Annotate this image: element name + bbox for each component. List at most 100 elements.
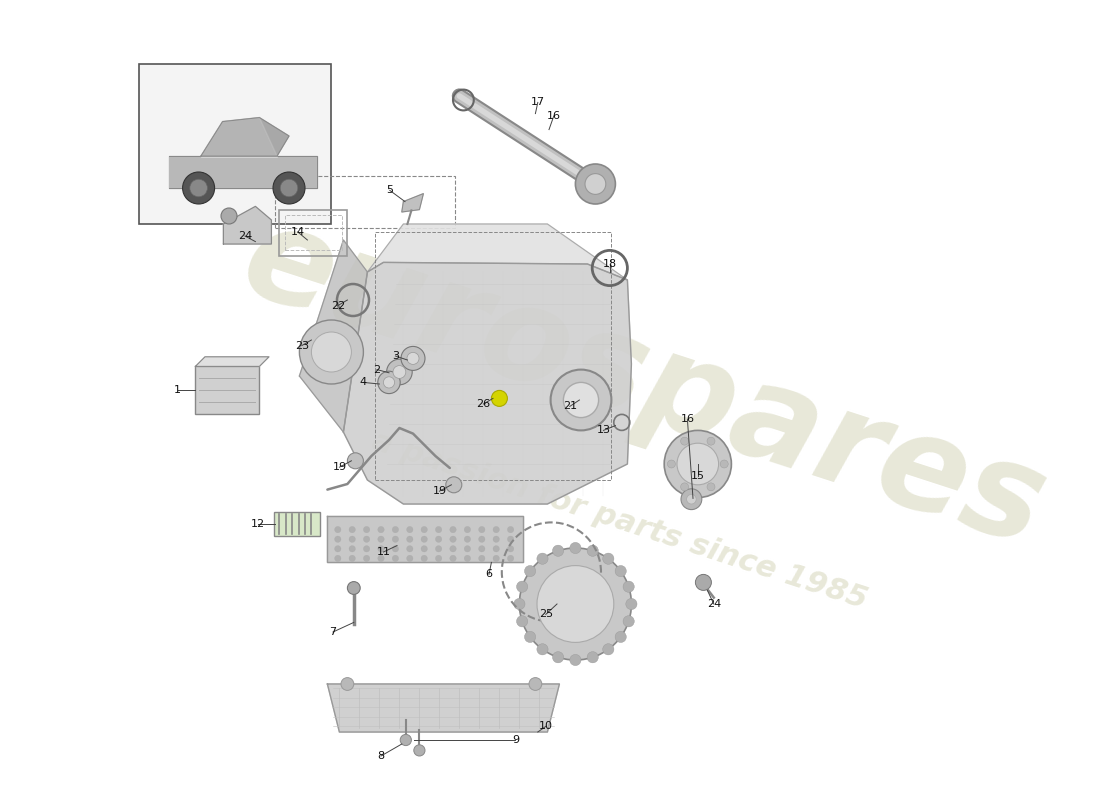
Circle shape	[221, 208, 236, 224]
Circle shape	[514, 598, 525, 610]
Polygon shape	[367, 224, 627, 280]
Circle shape	[407, 352, 419, 364]
Circle shape	[421, 526, 428, 533]
Circle shape	[615, 566, 626, 577]
Text: 18: 18	[603, 259, 617, 269]
Polygon shape	[328, 516, 524, 562]
Text: 17: 17	[530, 98, 544, 107]
Circle shape	[585, 174, 606, 194]
Circle shape	[421, 536, 428, 542]
Circle shape	[363, 526, 370, 533]
Text: 7: 7	[329, 627, 337, 637]
Text: 22: 22	[331, 301, 345, 310]
Circle shape	[492, 390, 507, 406]
Text: 19: 19	[332, 462, 346, 472]
Bar	[375, 232, 612, 480]
Text: 12: 12	[251, 519, 265, 529]
Polygon shape	[343, 262, 631, 504]
Circle shape	[402, 346, 425, 370]
Circle shape	[570, 654, 581, 666]
Circle shape	[450, 555, 456, 562]
Circle shape	[507, 546, 514, 552]
Circle shape	[393, 555, 398, 562]
Circle shape	[421, 546, 428, 552]
Polygon shape	[328, 684, 560, 732]
Circle shape	[334, 536, 341, 542]
Circle shape	[563, 382, 598, 418]
Circle shape	[421, 555, 428, 562]
Circle shape	[273, 172, 305, 204]
Circle shape	[407, 546, 412, 552]
Circle shape	[587, 545, 598, 556]
Circle shape	[623, 581, 635, 592]
Circle shape	[615, 631, 626, 642]
Circle shape	[450, 526, 456, 533]
Text: 16: 16	[681, 414, 694, 424]
Circle shape	[507, 526, 514, 533]
Circle shape	[450, 536, 456, 542]
Circle shape	[707, 437, 715, 445]
Text: 14: 14	[290, 227, 305, 237]
Circle shape	[334, 526, 341, 533]
Circle shape	[407, 526, 412, 533]
Circle shape	[436, 555, 442, 562]
Circle shape	[529, 678, 542, 690]
Text: 26: 26	[476, 399, 491, 409]
Circle shape	[349, 526, 355, 533]
Circle shape	[537, 566, 614, 642]
Circle shape	[349, 555, 355, 562]
Circle shape	[393, 526, 398, 533]
Circle shape	[334, 546, 341, 552]
Circle shape	[280, 179, 298, 197]
Circle shape	[349, 546, 355, 552]
Circle shape	[695, 574, 712, 590]
Circle shape	[570, 542, 581, 554]
Circle shape	[551, 370, 612, 430]
Circle shape	[377, 546, 384, 552]
Circle shape	[537, 644, 548, 655]
Circle shape	[414, 745, 425, 756]
Circle shape	[436, 536, 442, 542]
Circle shape	[436, 526, 442, 533]
Circle shape	[686, 494, 696, 504]
Circle shape	[464, 546, 471, 552]
Text: 8: 8	[377, 751, 385, 761]
Circle shape	[363, 555, 370, 562]
Polygon shape	[299, 240, 367, 432]
Circle shape	[377, 526, 384, 533]
Circle shape	[478, 555, 485, 562]
Circle shape	[384, 377, 395, 388]
Circle shape	[386, 359, 412, 385]
Circle shape	[464, 536, 471, 542]
Circle shape	[348, 453, 363, 469]
Circle shape	[720, 460, 728, 468]
Circle shape	[393, 546, 398, 552]
Circle shape	[407, 536, 412, 542]
Polygon shape	[402, 194, 424, 212]
Circle shape	[341, 678, 354, 690]
Circle shape	[377, 555, 384, 562]
Text: 10: 10	[539, 722, 553, 731]
Text: 6: 6	[485, 570, 493, 579]
Circle shape	[603, 644, 614, 655]
Circle shape	[517, 581, 528, 592]
Circle shape	[552, 545, 563, 556]
Bar	[274, 512, 320, 536]
Circle shape	[626, 598, 637, 610]
Circle shape	[519, 548, 631, 660]
Bar	[196, 366, 260, 414]
Circle shape	[507, 555, 514, 562]
Circle shape	[478, 526, 485, 533]
Circle shape	[407, 555, 412, 562]
Text: 13: 13	[596, 426, 611, 435]
Circle shape	[525, 631, 536, 642]
Text: eurospares: eurospares	[227, 194, 1060, 574]
Circle shape	[517, 616, 528, 627]
Circle shape	[493, 546, 499, 552]
Circle shape	[603, 553, 614, 564]
Circle shape	[525, 566, 536, 577]
Circle shape	[681, 489, 702, 510]
Bar	[275, 176, 455, 228]
Circle shape	[575, 164, 615, 204]
Circle shape	[450, 546, 456, 552]
